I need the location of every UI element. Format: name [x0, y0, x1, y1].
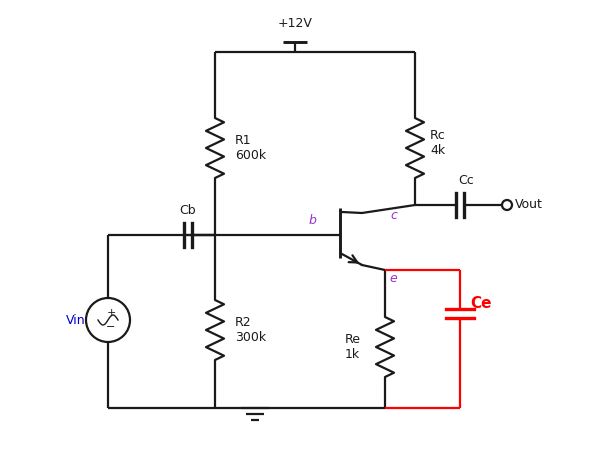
Text: Ce: Ce — [470, 295, 491, 311]
Text: Vout: Vout — [515, 199, 543, 212]
Text: b: b — [308, 214, 316, 227]
Text: c: c — [390, 209, 397, 222]
Text: R2
300k: R2 300k — [235, 316, 266, 344]
Text: Cb: Cb — [180, 204, 196, 217]
Text: +12V: +12V — [277, 17, 312, 30]
Text: e: e — [389, 272, 397, 285]
Text: +: + — [106, 308, 116, 318]
Text: R1
600k: R1 600k — [235, 134, 266, 162]
Text: Cc: Cc — [458, 174, 474, 187]
Text: Re
1k: Re 1k — [345, 333, 361, 361]
Text: Rc
4k: Rc 4k — [430, 129, 446, 157]
Text: Vin: Vin — [66, 313, 85, 326]
Text: −: − — [106, 322, 116, 332]
